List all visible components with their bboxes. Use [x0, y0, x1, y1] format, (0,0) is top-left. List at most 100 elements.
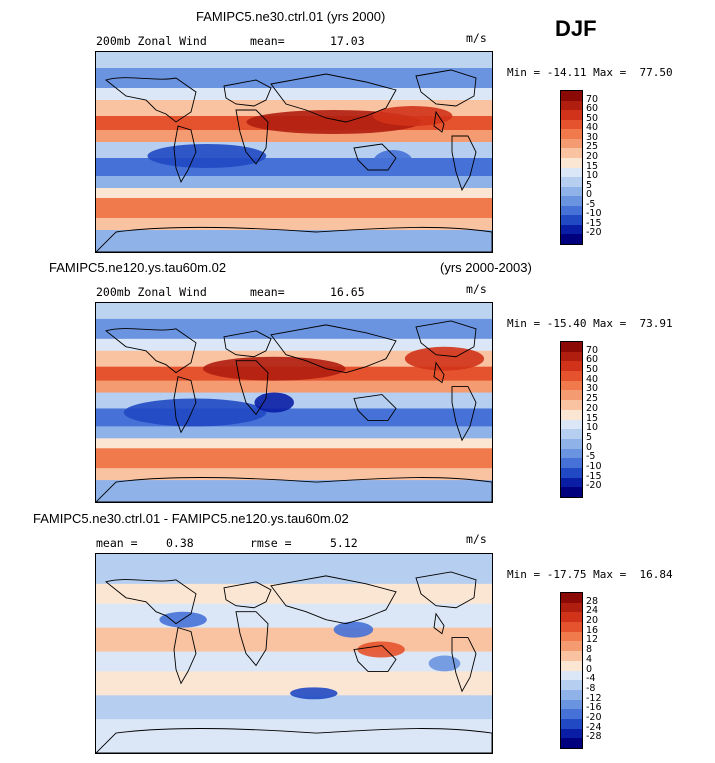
colorbar-tick-label: 70: [586, 344, 599, 356]
panel1-mean-value: 17.03: [330, 34, 365, 48]
colorbar-tick-label: 0: [586, 663, 593, 675]
colorbar-swatch: [561, 224, 582, 235]
colorbar-tick-label: -28: [586, 731, 602, 743]
colorbar-swatch: [561, 91, 582, 101]
colorbar-tick-label: -10: [586, 208, 602, 220]
colorbar-swatch: [561, 718, 582, 729]
colorbar-tick-label: 50: [586, 112, 599, 124]
colorbar-tick-label: 30: [586, 383, 599, 395]
colorbar-tick-label: 50: [586, 364, 599, 376]
panel2-mean-label: mean=: [250, 285, 285, 299]
colorbar-swatch: [561, 438, 582, 449]
colorbar-tick-label: -20: [586, 227, 602, 239]
map-canvas: [96, 68, 492, 252]
coastline: [235, 360, 269, 416]
colorbar-swatch: [561, 409, 582, 420]
field-band: [96, 230, 492, 252]
colorbar-swatch: [561, 631, 582, 642]
colorbar-swatch: [561, 680, 582, 690]
colorbar-swatch: [561, 641, 582, 652]
colorbar-swatch: [561, 602, 582, 613]
panel3-rmse-label: rmse =: [250, 536, 292, 550]
panel2-variable-label: 200mb Zonal Wind: [96, 285, 207, 299]
coastline: [451, 135, 477, 192]
colorbar-swatch: [561, 167, 582, 178]
colorbar-swatch: [561, 709, 582, 719]
panel1-variable-label: 200mb Zonal Wind: [96, 34, 207, 48]
colorbar-tick-label: -5: [586, 451, 596, 463]
panel2-minmax: Min = -15.40 Max = 73.91: [507, 317, 673, 330]
panel2-title: FAMIPC5.ne120.ys.tau60m.02: [49, 260, 227, 275]
season-label: DJF: [555, 16, 597, 41]
colorbar-swatch: [561, 342, 582, 352]
colorbar-tick-label: 5: [586, 431, 593, 443]
colorbar-tick-label: 15: [586, 412, 599, 424]
panel3-units: m/s: [466, 532, 487, 546]
colorbar-swatch: [561, 234, 582, 244]
colorbar-swatch: [561, 205, 582, 216]
colorbar-swatch: [561, 215, 582, 225]
colorbar-tick-label: 8: [586, 644, 593, 656]
colorbar-swatch: [561, 186, 582, 197]
panel3-map: [95, 553, 493, 754]
colorbar-swatch: [561, 593, 582, 603]
colorbar-tick-label: 24: [586, 605, 599, 617]
colorbar-tick-label: 25: [586, 141, 599, 153]
coastline: [223, 581, 272, 609]
field-band: [96, 627, 492, 653]
colorbar-swatch: [561, 477, 582, 488]
coastline: [105, 77, 197, 123]
colorbar-tick-label: 60: [586, 103, 599, 115]
field-band: [96, 130, 492, 143]
colorbar-tick-label: 20: [586, 615, 599, 627]
map-canvas: [96, 318, 492, 502]
colorbar-swatch: [561, 738, 582, 748]
colorbar-swatch: [561, 100, 582, 111]
field-band: [96, 468, 492, 482]
field-band: [96, 583, 492, 605]
field-feature: [254, 392, 294, 413]
colorbar-tick-label: -24: [586, 721, 602, 733]
coastline: [235, 109, 269, 165]
coastline: [415, 320, 477, 358]
field-feature: [202, 356, 346, 381]
field-band: [96, 426, 492, 440]
field-band: [96, 695, 492, 721]
colorbar-tick-label: 70: [586, 93, 599, 105]
panel1-colorbar: [560, 90, 583, 245]
panel3-mean-label: mean =: [96, 536, 138, 550]
field-band: [96, 218, 492, 231]
coastline: [451, 386, 477, 442]
panel3-mean-value: 0.38: [166, 536, 194, 550]
panel1-minmax: Min = -14.11 Max = 77.50: [507, 66, 673, 79]
field-band: [96, 438, 492, 450]
panel2-years: (yrs 2000-2003): [440, 260, 532, 275]
coastline: [96, 728, 492, 753]
colorbar-swatch: [561, 138, 582, 149]
field-band: [96, 88, 492, 101]
colorbar-tick-label: -15: [586, 470, 602, 482]
coastline: [173, 627, 197, 685]
colorbar-swatch: [561, 157, 582, 168]
colorbar-swatch: [561, 448, 582, 459]
field-feature: [159, 611, 207, 628]
field-feature: [333, 621, 374, 638]
colorbar-tick-label: 20: [586, 402, 599, 414]
colorbar-swatch: [561, 196, 582, 206]
colorbar-tick-label: 25: [586, 393, 599, 405]
colorbar-tick-label: 0: [586, 189, 593, 201]
colorbar-tick-label: -20: [586, 711, 602, 723]
coastline: [173, 125, 197, 184]
coastline: [433, 361, 445, 384]
colorbar-swatch: [561, 129, 582, 139]
colorbar-tick-label: 10: [586, 170, 599, 182]
colorbar-swatch: [561, 419, 582, 430]
colorbar-swatch: [561, 390, 582, 401]
coastline: [105, 579, 197, 625]
panel3-title: FAMIPC5.ne30.ctrl.01 - FAMIPC5.ne120.ys.…: [33, 511, 349, 526]
colorbar-tick-label: 30: [586, 131, 599, 143]
colorbar-swatch: [561, 622, 582, 632]
colorbar-tick-label: -15: [586, 217, 602, 229]
coastline: [270, 575, 397, 625]
coastline: [223, 79, 272, 107]
